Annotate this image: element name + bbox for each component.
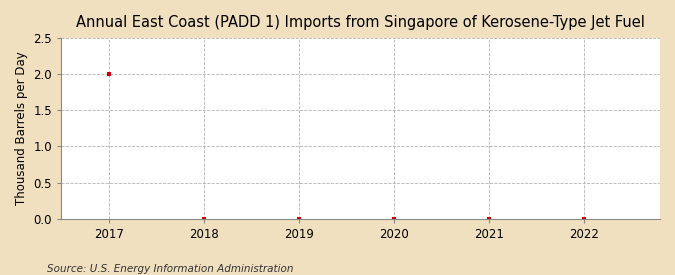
Text: Source: U.S. Energy Information Administration: Source: U.S. Energy Information Administ…: [47, 264, 294, 274]
Title: Annual East Coast (PADD 1) Imports from Singapore of Kerosene-Type Jet Fuel: Annual East Coast (PADD 1) Imports from …: [76, 15, 645, 30]
Y-axis label: Thousand Barrels per Day: Thousand Barrels per Day: [15, 51, 28, 205]
